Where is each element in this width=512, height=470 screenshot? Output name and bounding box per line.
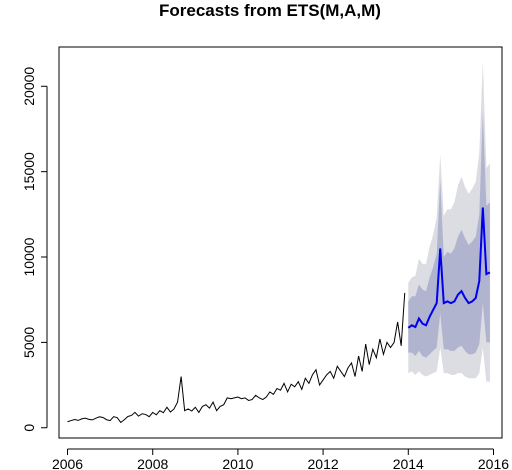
- x-tick-label: 2006: [52, 456, 83, 470]
- history-line: [67, 292, 406, 424]
- y-tick-label: 20000: [21, 67, 37, 106]
- x-tick-label: 2014: [393, 456, 424, 470]
- series-lines: [67, 207, 491, 424]
- band-80: [408, 111, 490, 358]
- forecast-line: [407, 207, 491, 329]
- x-tick-label: 2012: [308, 456, 339, 470]
- x-tick-label: 2010: [222, 456, 253, 470]
- chart-title: Forecasts from ETS(M,A,M): [159, 1, 381, 20]
- x-tick-label: 2016: [478, 456, 509, 470]
- y-tick-label: 0: [21, 424, 37, 432]
- y-tick-label: 15000: [21, 152, 37, 191]
- prediction-intervals: [408, 60, 490, 382]
- y-axis: 0 5000 10000 15000 20000: [21, 67, 48, 432]
- x-axis: 2006 2008 2010 2012 2014 2016: [52, 448, 509, 470]
- y-tick-label: 10000: [21, 237, 37, 276]
- y-tick-label: 5000: [21, 327, 37, 358]
- x-tick-label: 2008: [137, 456, 168, 470]
- plot-area-frame: [58, 46, 503, 439]
